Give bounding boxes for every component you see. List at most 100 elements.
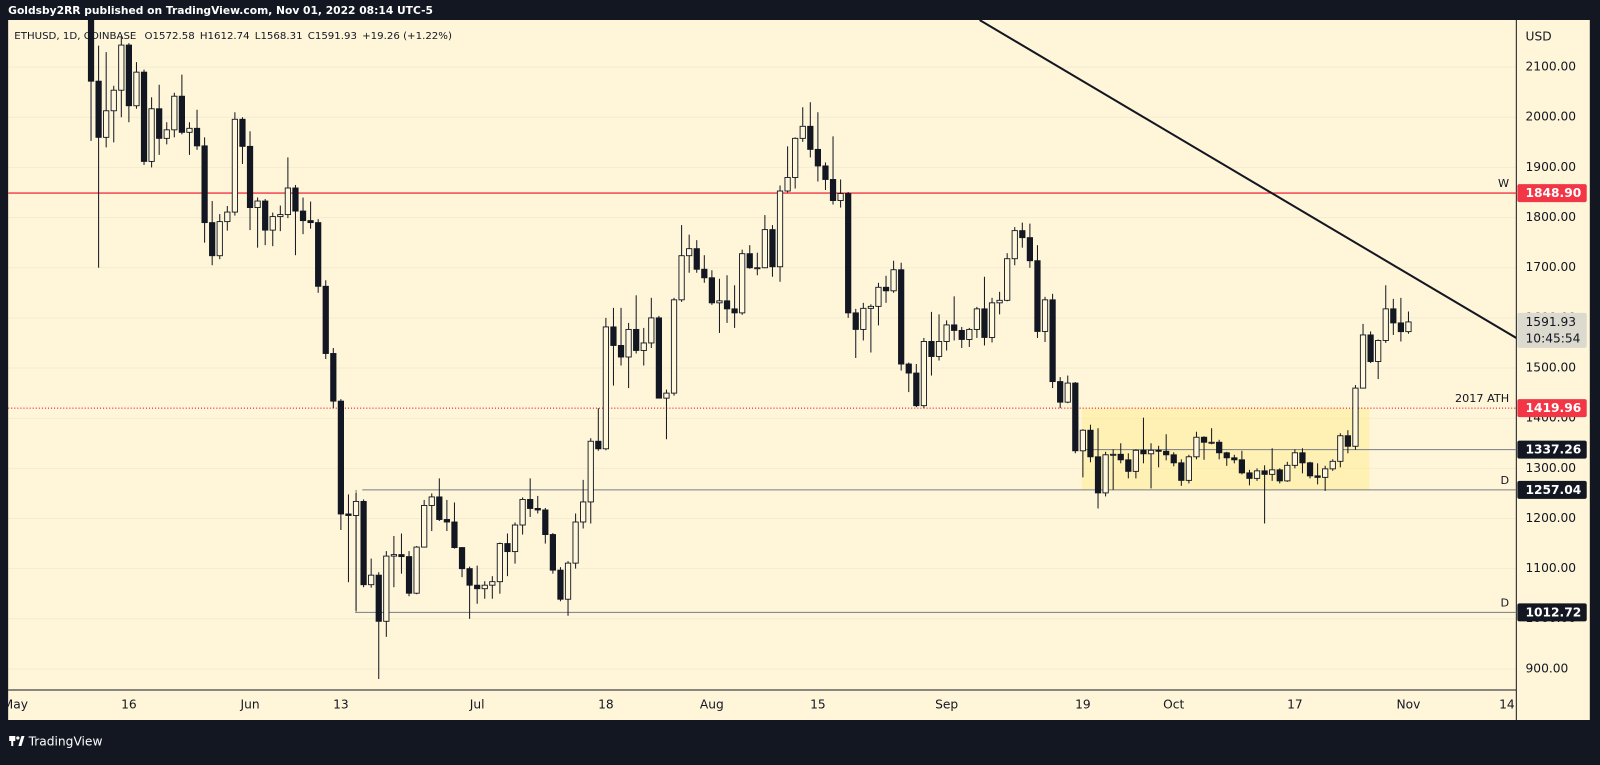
candle-body xyxy=(845,193,852,314)
candle-body xyxy=(1375,340,1382,362)
credit: Goldsby2RR published on TradingView.com,… xyxy=(8,5,433,17)
level-tag-label: 1257.04 xyxy=(1526,483,1582,497)
x-tick-label: 19 xyxy=(1075,698,1091,712)
level-note: 2017 ATH xyxy=(1455,392,1509,405)
candle-body xyxy=(1253,470,1261,479)
candle-body xyxy=(640,342,647,351)
candle-body xyxy=(1079,429,1087,452)
candle-body xyxy=(693,248,700,270)
candle-body xyxy=(731,308,738,314)
y-tick-label: 2000.00 xyxy=(1526,110,1577,124)
candle-body xyxy=(1359,334,1367,389)
symbol: ETHUSD, 1D, COINBASE xyxy=(14,31,136,42)
candle-body xyxy=(701,268,708,279)
candle-body xyxy=(1087,429,1094,458)
x-tick-label: Jul xyxy=(469,698,485,712)
candle-body xyxy=(829,179,837,201)
candle-body xyxy=(360,500,367,586)
candle-body xyxy=(1231,457,1238,461)
candle-body xyxy=(814,148,821,167)
candle-body xyxy=(254,200,261,209)
candle-body xyxy=(1238,459,1245,474)
candle-body xyxy=(837,193,844,201)
candle-body xyxy=(1019,230,1026,239)
level-tag-label: 1012.72 xyxy=(1526,605,1582,619)
candle-body xyxy=(625,328,632,358)
candle-body xyxy=(110,89,117,112)
candle-body xyxy=(913,372,920,407)
candle-body xyxy=(852,312,859,330)
candle-body xyxy=(1314,475,1321,478)
candle-body xyxy=(557,569,564,600)
candle-body xyxy=(163,129,170,139)
candle-body xyxy=(1057,381,1064,403)
candle-body xyxy=(807,125,814,150)
candle-body xyxy=(572,521,579,564)
level-tag-label: 1419.96 xyxy=(1526,401,1582,415)
candle-body xyxy=(1132,449,1139,472)
y-tick-label: 1900.00 xyxy=(1526,160,1577,174)
candle-body xyxy=(148,108,155,162)
level-tag xyxy=(1517,440,1587,459)
candle-body xyxy=(1322,468,1329,478)
candle-body xyxy=(504,543,511,553)
open-readout: O1572.58 xyxy=(145,31,195,42)
candle-body xyxy=(1382,308,1389,341)
candle-body xyxy=(405,556,413,594)
candle-body xyxy=(1147,449,1155,455)
y-tick-label: 1200.00 xyxy=(1526,511,1577,525)
candle-body xyxy=(655,317,662,399)
candle-body xyxy=(1352,387,1359,447)
candle-body xyxy=(284,187,291,216)
candle-body xyxy=(1246,472,1253,479)
candle-body xyxy=(1117,453,1124,461)
y-tick-label: 2100.00 xyxy=(1526,60,1577,74)
candle-body xyxy=(792,137,799,178)
candle-body xyxy=(746,253,753,269)
countdown: 10:45:54 xyxy=(1526,332,1581,346)
candle-body xyxy=(1291,452,1299,466)
candle-body xyxy=(436,496,443,520)
candle-body xyxy=(481,584,488,590)
candle-body xyxy=(958,329,965,340)
y-tick-label: 1800.00 xyxy=(1526,210,1577,224)
candle-body xyxy=(345,513,352,516)
candle-body xyxy=(928,341,935,357)
candle-body xyxy=(1004,258,1011,301)
candle-body xyxy=(330,353,337,402)
candle-body xyxy=(246,145,254,209)
candle-body xyxy=(769,229,776,268)
candle-body xyxy=(1125,459,1132,472)
candle-body xyxy=(451,521,458,549)
candle-body xyxy=(686,248,693,257)
candle-body xyxy=(322,285,329,354)
x-tick-label: Aug xyxy=(700,698,724,712)
candle-body xyxy=(1261,470,1268,475)
high-readout: H1612.74 xyxy=(200,31,250,42)
candle-body xyxy=(905,363,912,374)
candle-body xyxy=(383,555,390,622)
candle-body xyxy=(708,277,715,304)
candle-body xyxy=(231,118,238,213)
x-tick-label: 14 xyxy=(1499,698,1515,712)
candle-body xyxy=(875,286,882,307)
candle-body xyxy=(988,302,996,338)
candle-body xyxy=(996,299,1003,304)
level-note: D xyxy=(1501,474,1510,487)
candle-body xyxy=(1329,460,1336,470)
candle-body xyxy=(1344,435,1351,447)
candle-body xyxy=(973,308,980,330)
candle-body xyxy=(95,80,102,138)
candle-body xyxy=(670,299,678,394)
x-tick-label: 17 xyxy=(1287,698,1303,712)
candle-body xyxy=(1026,237,1034,262)
candle-body xyxy=(292,187,299,212)
currency: USD xyxy=(1526,30,1552,44)
candle-body xyxy=(1405,321,1412,333)
candle-body xyxy=(1064,382,1071,403)
candle-body xyxy=(216,221,223,257)
candle-body xyxy=(890,269,897,292)
candle-body xyxy=(617,345,625,358)
candle-body xyxy=(1284,464,1291,482)
candle-body xyxy=(368,574,375,586)
